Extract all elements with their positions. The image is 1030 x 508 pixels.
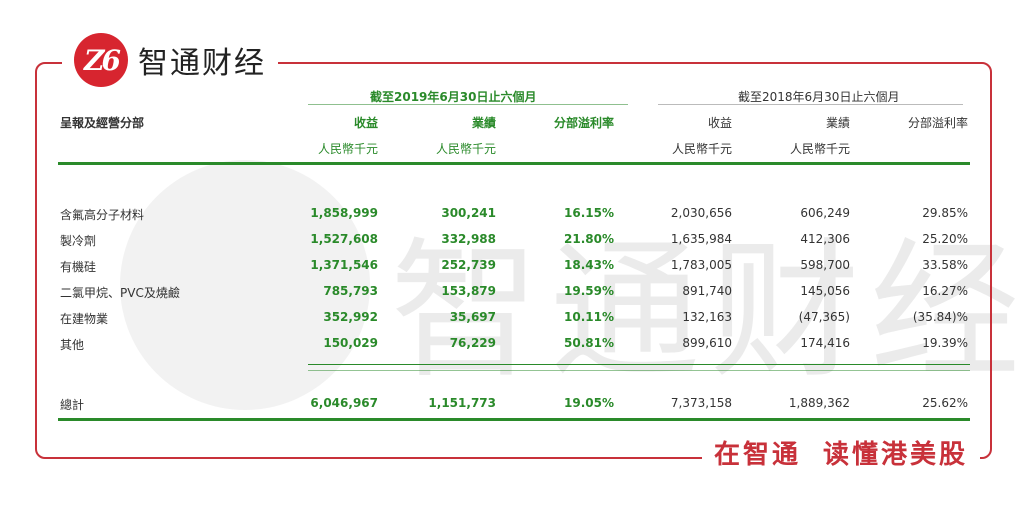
cell: 1,858,999 [310, 206, 378, 220]
cell: 1,371,546 [310, 258, 378, 272]
brand-name: 智通财经 [138, 46, 266, 81]
cell: 606,249 [800, 206, 850, 220]
cell: (35.84)% [912, 310, 968, 324]
row-label: 製冷劑 [60, 234, 97, 248]
row-label: 二氯甲烷、PVC及燒鹼 [60, 286, 180, 300]
cell: 50.81% [564, 336, 614, 350]
cell: 2,030,656 [670, 206, 732, 220]
cell: 300,241 [441, 206, 496, 220]
col-results-2018: 業績 [825, 116, 850, 130]
cell: 19.05% [564, 396, 614, 410]
col-margin-2019: 分部溢利率 [553, 116, 614, 130]
row-label: 其他 [60, 338, 85, 352]
col-revenue-2019: 收益 [353, 116, 378, 130]
content-frame [35, 62, 992, 459]
cell: 1,151,773 [428, 396, 496, 410]
cell: 33.58% [922, 258, 968, 272]
cell: 29.85% [922, 206, 968, 220]
total-label: 總計 [60, 398, 85, 412]
cell: 19.39% [922, 336, 968, 350]
period-2019: 截至2019年6月30日止六個月 [370, 90, 537, 104]
unit-revenue-2019: 人民幣千元 [317, 142, 378, 156]
cell: 10.11% [564, 310, 614, 324]
unit-results-2019: 人民幣千元 [435, 142, 496, 156]
row-label: 在建物業 [60, 312, 109, 326]
period-2018: 截至2018年6月30日止六個月 [738, 90, 900, 104]
cell: 153,879 [441, 284, 496, 298]
cell: 1,783,005 [670, 258, 732, 272]
cell: 7,373,158 [670, 396, 732, 410]
cell: 145,056 [800, 284, 850, 298]
segment-header: 呈報及經營分部 [60, 116, 145, 130]
row-label: 含氟高分子材料 [60, 208, 145, 222]
cell: 252,739 [441, 258, 496, 272]
cell: 6,046,967 [310, 396, 378, 410]
cell: 412,306 [800, 232, 850, 246]
slogan: 在智通 读懂港美股 [701, 432, 980, 472]
cell: 332,988 [441, 232, 496, 246]
col-results-2019: 業績 [471, 116, 496, 130]
segment-table: 截至2019年6月30日止六個月 截至2018年6月30日止六個月 呈報及經營分… [58, 80, 970, 425]
cell: 19.59% [564, 284, 614, 298]
slogan-part1: 在智通 [713, 439, 801, 470]
cell: 18.43% [564, 258, 614, 272]
cell: 1,635,984 [670, 232, 732, 246]
cell: 35,697 [449, 310, 496, 324]
zhitong-logo-icon: Z6 [74, 33, 128, 87]
cell: 150,029 [323, 336, 378, 350]
cell: 132,163 [682, 310, 732, 324]
col-margin-2018: 分部溢利率 [907, 116, 968, 130]
unit-revenue-2018: 人民幣千元 [671, 142, 732, 156]
cell: (47,365) [798, 310, 850, 324]
row-label: 有機硅 [60, 260, 97, 274]
cell: 174,416 [800, 336, 850, 350]
cell: 16.27% [922, 284, 968, 298]
cell: 1,527,608 [310, 232, 378, 246]
brand-header: Z6 智通财经 [62, 30, 278, 90]
cell: 16.15% [564, 206, 614, 220]
slogan-part2: 读懂港美股 [822, 439, 968, 470]
unit-results-2018: 人民幣千元 [789, 142, 850, 156]
cell: 25.20% [922, 232, 968, 246]
cell: 899,610 [682, 336, 732, 350]
cell: 76,229 [449, 336, 496, 350]
cell: 891,740 [682, 284, 732, 298]
col-revenue-2018: 收益 [707, 116, 732, 130]
cell: 352,992 [323, 310, 378, 324]
cell: 598,700 [800, 258, 850, 272]
cell: 785,793 [323, 284, 378, 298]
cell: 21.80% [564, 232, 614, 246]
cell: 25.62% [922, 396, 968, 410]
cell: 1,889,362 [788, 396, 850, 410]
